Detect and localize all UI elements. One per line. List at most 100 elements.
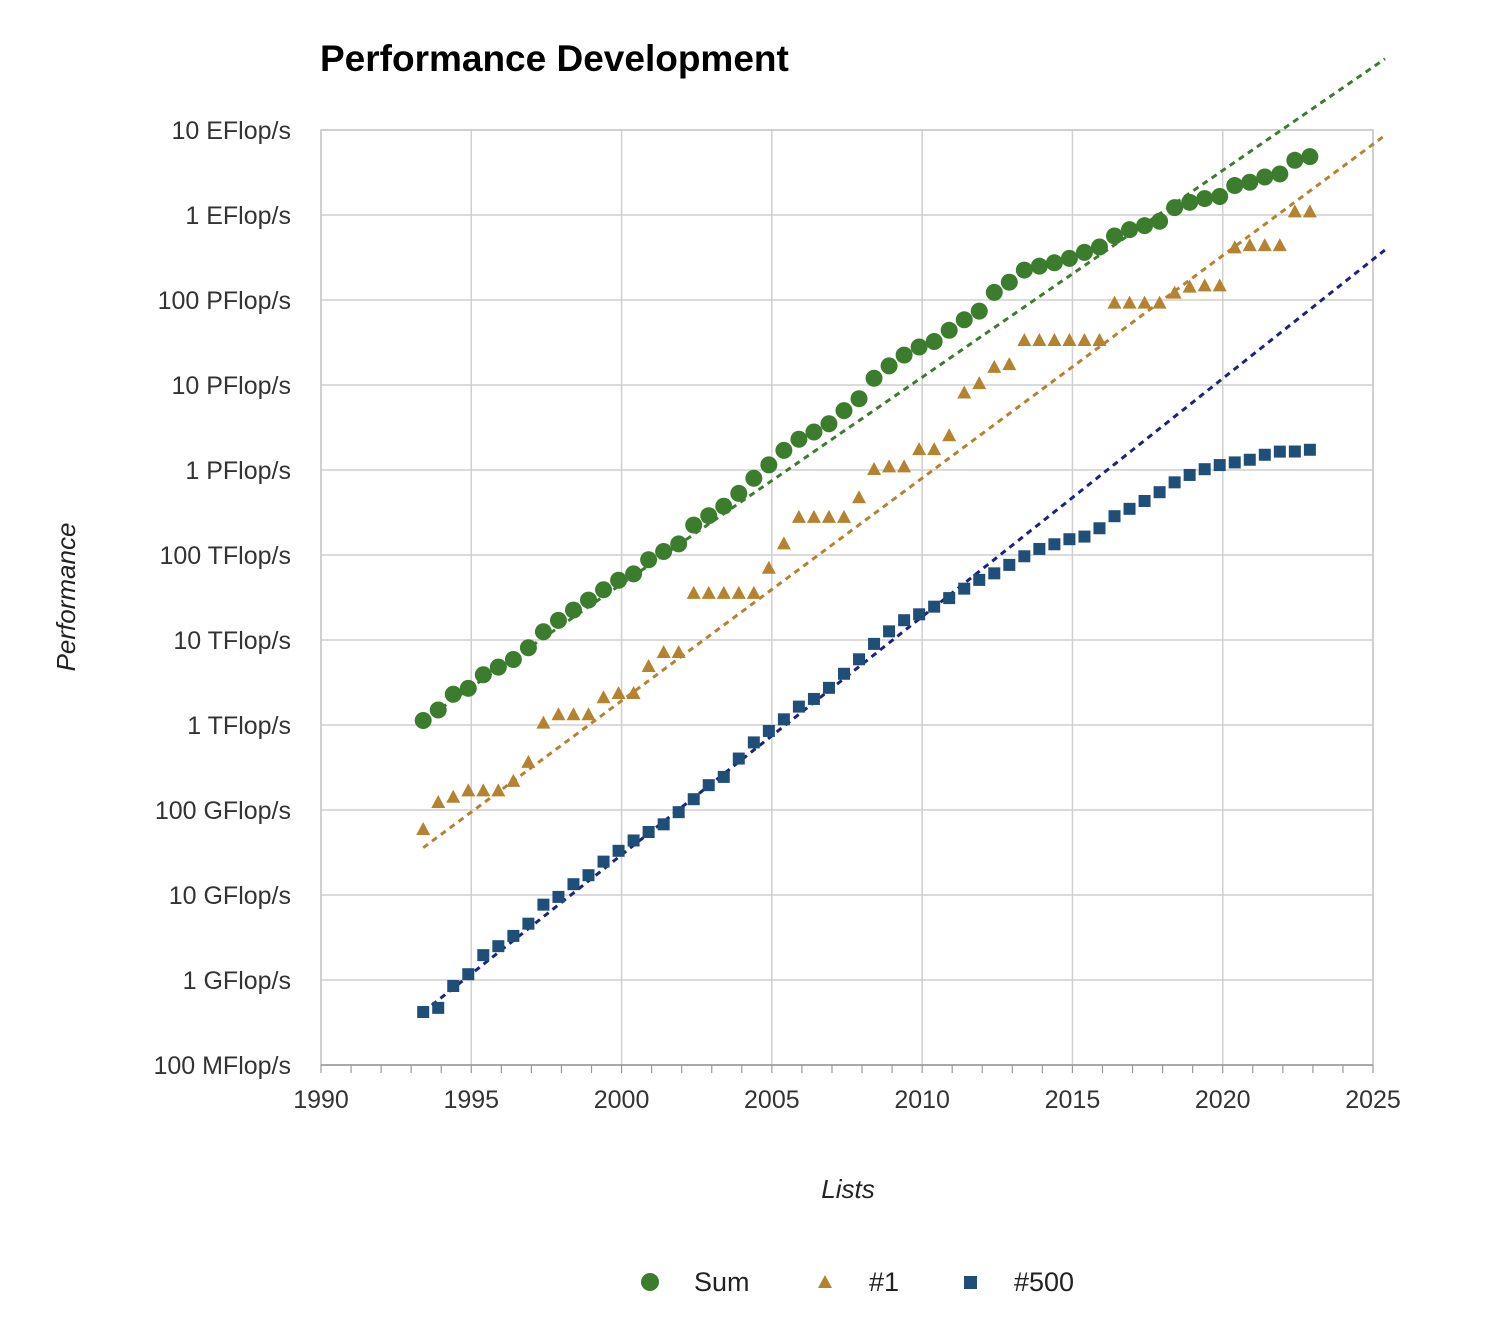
square-marker-icon <box>964 1276 977 1289</box>
data-point-rank1 <box>1092 332 1107 346</box>
data-point-sum <box>925 332 943 350</box>
data-point-sum <box>580 591 598 609</box>
data-marks <box>414 148 1319 1019</box>
data-point-sum <box>519 639 537 657</box>
data-point-rank1 <box>581 707 596 721</box>
y-tick-label: 100 MFlop/s <box>153 1052 291 1080</box>
chart-title: Performance Development <box>320 38 789 79</box>
data-point-sum <box>850 390 868 408</box>
data-point-rank500 <box>732 752 745 765</box>
data-point-rank1 <box>596 690 611 704</box>
data-point-rank1 <box>506 773 521 787</box>
data-point-rank500 <box>627 834 640 847</box>
trendline-rank500 <box>422 248 1386 1014</box>
data-point-rank1 <box>731 585 746 599</box>
data-point-rank1 <box>626 686 641 700</box>
data-point-rank500 <box>943 592 956 605</box>
data-point-rank1 <box>1302 204 1317 218</box>
data-point-rank500 <box>973 573 986 586</box>
data-point-rank500 <box>447 979 460 992</box>
data-point-sum <box>610 571 628 589</box>
data-point-rank1 <box>671 644 686 658</box>
data-point-sum <box>820 415 838 433</box>
data-point-sum <box>1151 212 1169 230</box>
data-point-sum <box>504 650 522 668</box>
data-point-sum <box>1090 238 1108 256</box>
grid <box>320 129 1374 1073</box>
data-point-rank1 <box>521 754 536 768</box>
data-point-rank1 <box>791 509 806 523</box>
y-tick-label: 1 GFlop/s <box>183 967 291 995</box>
triangle-marker-icon <box>818 1275 832 1288</box>
data-point-rank1 <box>972 376 987 390</box>
y-tick-label: 10 PFlop/s <box>171 372 291 400</box>
data-point-rank500 <box>1063 533 1076 546</box>
data-point-rank500 <box>1303 443 1316 456</box>
x-tick-label: 2015 <box>1045 1086 1101 1114</box>
data-point-rank1 <box>987 359 1002 373</box>
y-axis-ticks: 10 EFlop/s 1 EFlop/s 100 PFlop/s 10 PFlop/s… <box>153 117 291 1080</box>
data-point-rank500 <box>507 929 520 942</box>
data-point-rank1 <box>957 385 972 399</box>
data-point-rank500 <box>898 614 911 627</box>
data-point-rank500 <box>1078 530 1091 543</box>
x-axis-ticks: 1990 1995 2000 2005 2010 2015 2020 2025 <box>293 1086 1401 1114</box>
trendlines <box>422 57 1386 1014</box>
data-point-rank1 <box>1287 204 1302 218</box>
data-point-sum <box>1000 273 1018 291</box>
data-point-rank500 <box>807 692 820 705</box>
performance-chart: 10 EFlop/s 1 EFlop/s 100 PFlop/s 10 PFlop/s… <box>51 57 1401 1204</box>
data-point-sum <box>595 581 613 599</box>
y-tick-label: 100 GFlop/s <box>155 797 291 825</box>
data-point-sum <box>625 565 643 583</box>
data-point-rank1 <box>551 707 566 721</box>
data-point-sum <box>790 430 808 448</box>
y-tick-label: 1 PFlop/s <box>185 457 291 485</box>
data-point-rank1 <box>611 686 626 700</box>
data-point-rank500 <box>1138 494 1151 507</box>
y-tick-label: 10 EFlop/s <box>171 117 291 145</box>
data-point-sum <box>670 535 688 553</box>
y-tick-label: 1 TFlop/s <box>187 712 291 740</box>
data-point-sum <box>970 302 988 320</box>
data-point-rank500 <box>1243 453 1256 466</box>
data-point-rank500 <box>1093 522 1106 535</box>
data-point-rank500 <box>1168 476 1181 489</box>
data-point-rank500 <box>1288 445 1301 458</box>
data-point-rank500 <box>822 681 835 694</box>
data-point-sum <box>1211 188 1229 206</box>
data-point-rank500 <box>492 940 505 953</box>
data-point-rank500 <box>462 968 475 981</box>
x-tick-label: 2005 <box>744 1086 800 1114</box>
data-point-rank1 <box>776 536 791 550</box>
data-point-sum <box>459 679 477 697</box>
data-point-rank1 <box>1002 357 1017 371</box>
data-point-rank500 <box>1003 558 1016 571</box>
data-point-rank1 <box>1032 332 1047 346</box>
data-point-rank1 <box>852 490 867 504</box>
data-point-rank1 <box>821 509 836 523</box>
data-point-rank500 <box>928 600 941 613</box>
data-point-sum <box>1166 199 1184 217</box>
trendline-Sum <box>422 57 1386 722</box>
data-point-sum <box>429 701 447 719</box>
data-point-rank500 <box>1183 468 1196 481</box>
data-point-sum <box>895 346 913 364</box>
data-point-sum <box>534 623 552 641</box>
data-point-sum <box>760 456 778 474</box>
data-point-sum <box>1271 165 1289 183</box>
data-point-sum <box>474 666 492 684</box>
trendline-rank1 <box>422 134 1386 849</box>
data-point-sum <box>835 402 853 420</box>
data-point-rank1 <box>1047 332 1062 346</box>
data-point-rank1 <box>431 795 446 809</box>
series-rank500 <box>417 443 1316 1019</box>
data-point-rank500 <box>853 653 866 666</box>
data-point-rank1 <box>1197 278 1212 292</box>
data-point-sum <box>489 658 507 676</box>
data-point-rank500 <box>612 844 625 857</box>
data-point-sum <box>730 484 748 502</box>
x-tick-label: 1995 <box>443 1086 499 1114</box>
y-axis-label: Performance <box>51 523 81 672</box>
data-point-rank1 <box>927 442 942 456</box>
